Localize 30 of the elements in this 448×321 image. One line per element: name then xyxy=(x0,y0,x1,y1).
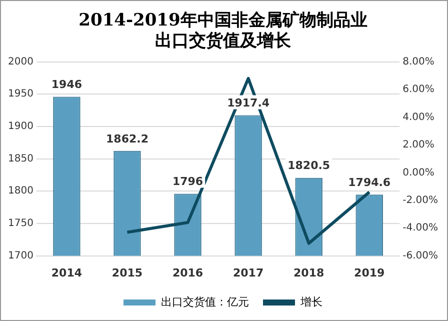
x-tick-label: 2015 xyxy=(112,266,143,280)
legend-label: 出口交货值：亿元 xyxy=(161,295,249,308)
x-tick-label: 2017 xyxy=(232,266,264,280)
data-label: 1820.5 xyxy=(288,159,330,172)
x-tick-label: 2016 xyxy=(172,266,204,280)
x-tick-label: 2019 xyxy=(354,266,385,280)
y-tick-label: 1800 xyxy=(8,186,34,197)
data-label: 1946 xyxy=(51,78,82,92)
y2-tick-label: -2.00% xyxy=(402,194,438,206)
data-label: 1862.2 xyxy=(106,132,148,146)
y-tick-label: 1700 xyxy=(8,250,34,262)
y-tick-label: 1950 xyxy=(8,88,34,100)
chart-title: 2014-2019年中国非金属矿物制品业出口交货值及增长 xyxy=(78,10,368,52)
y2-tick-label: 2.00% xyxy=(402,140,434,151)
data-label: 1796 xyxy=(172,175,204,188)
y2-tick-label: 0.00% xyxy=(402,167,434,178)
x-tick-label: 2014 xyxy=(51,266,82,280)
y2-tick-label: 4.00% xyxy=(402,112,434,123)
x-tick-label: 2018 xyxy=(294,266,324,280)
data-label: 1917.4 xyxy=(227,96,270,110)
y2-tick-label: 8.00% xyxy=(402,56,434,68)
y-tick-label: 1900 xyxy=(8,121,34,132)
y-tick-label: 1850 xyxy=(8,153,34,164)
y-tick-label: 1750 xyxy=(8,218,34,230)
legend-label: 增长 xyxy=(300,295,322,308)
y2-tick-label: -6.00% xyxy=(402,250,438,262)
y2-tick-label: 6.00% xyxy=(402,84,434,96)
y-tick-label: 2000 xyxy=(8,56,34,68)
data-label: 1794.6 xyxy=(348,176,391,189)
y2-tick-label: -4.00% xyxy=(402,222,438,234)
